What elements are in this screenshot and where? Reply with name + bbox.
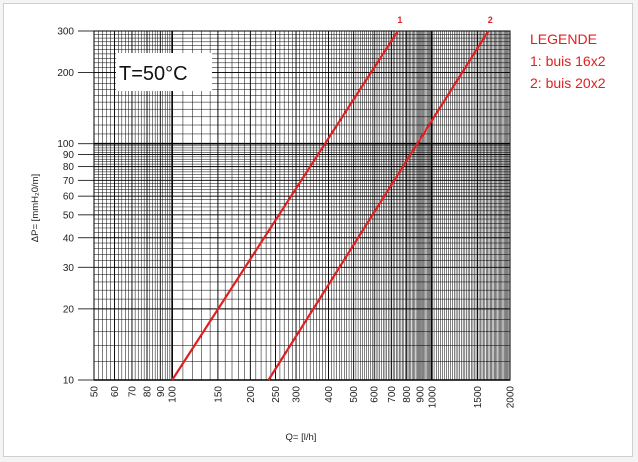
legend-title: LEGENDE [530,31,597,47]
y-tick-label: 50 [63,210,75,221]
x-tick-label: 1500 [473,386,484,409]
y-tick-label: 40 [63,233,75,244]
x-axis-label: Q= [l/h] [286,432,317,443]
x-tick-label: 90 [156,386,167,398]
x-tick-label: 900 [415,386,426,403]
legend-entry-2: 2: buis 20x2 [530,75,606,91]
x-tick-label: 50 [90,386,101,398]
x-tick-label: 60 [110,386,121,398]
x-tick-label: 400 [324,386,335,403]
y-tick-label: 300 [57,27,74,38]
x-tick-label: 800 [402,386,413,403]
legend-entry-1: 1: buis 16x2 [530,53,606,69]
x-tick-labels: 50 60 70 80 90 100 150 200 250 300 400 500 600 700 800… [90,386,517,409]
series-label-1: 1 [397,15,402,25]
x-tick-label: 200 [246,386,257,403]
y-axis-label: ΔP= [mmH₂0/m] [30,174,41,242]
y-tick-label: 70 [63,176,75,187]
series-line-1 [171,30,399,381]
y-tick-label: 100 [57,139,74,150]
y-tick-label: 200 [57,68,74,79]
y-tick-label: 90 [63,150,75,161]
x-tick-label: 100 [168,386,179,403]
x-tick-label: 700 [387,386,398,403]
x-tick-label: 80 [143,386,154,398]
temperature-label: T=50°C [119,63,188,85]
plot-border [93,30,511,381]
x-tick-label: 250 [271,386,282,403]
y-tick-label: 20 [63,304,75,315]
x-tick-label: 2000 [506,386,517,409]
x-tick-label: 1000 [427,386,438,409]
x-tick-label: 600 [370,386,381,403]
chart-frame [3,3,633,457]
y-tick-label: 30 [63,263,75,274]
x-tick-label: 500 [349,386,360,403]
temperature-label-box [116,53,212,91]
series-label-2: 2 [488,15,493,25]
legend: LEGENDE 1: buis 16x2 2: buis 20x2 [530,31,606,91]
series-line-2 [267,30,490,381]
x-tick-label: 150 [213,386,224,403]
x-tick-label: 300 [292,386,303,403]
y-tick-label: 10 [63,376,75,387]
x-tick-label: 70 [127,386,138,398]
y-tick-label: 80 [63,162,75,173]
y-tick-label: 60 [63,192,75,203]
